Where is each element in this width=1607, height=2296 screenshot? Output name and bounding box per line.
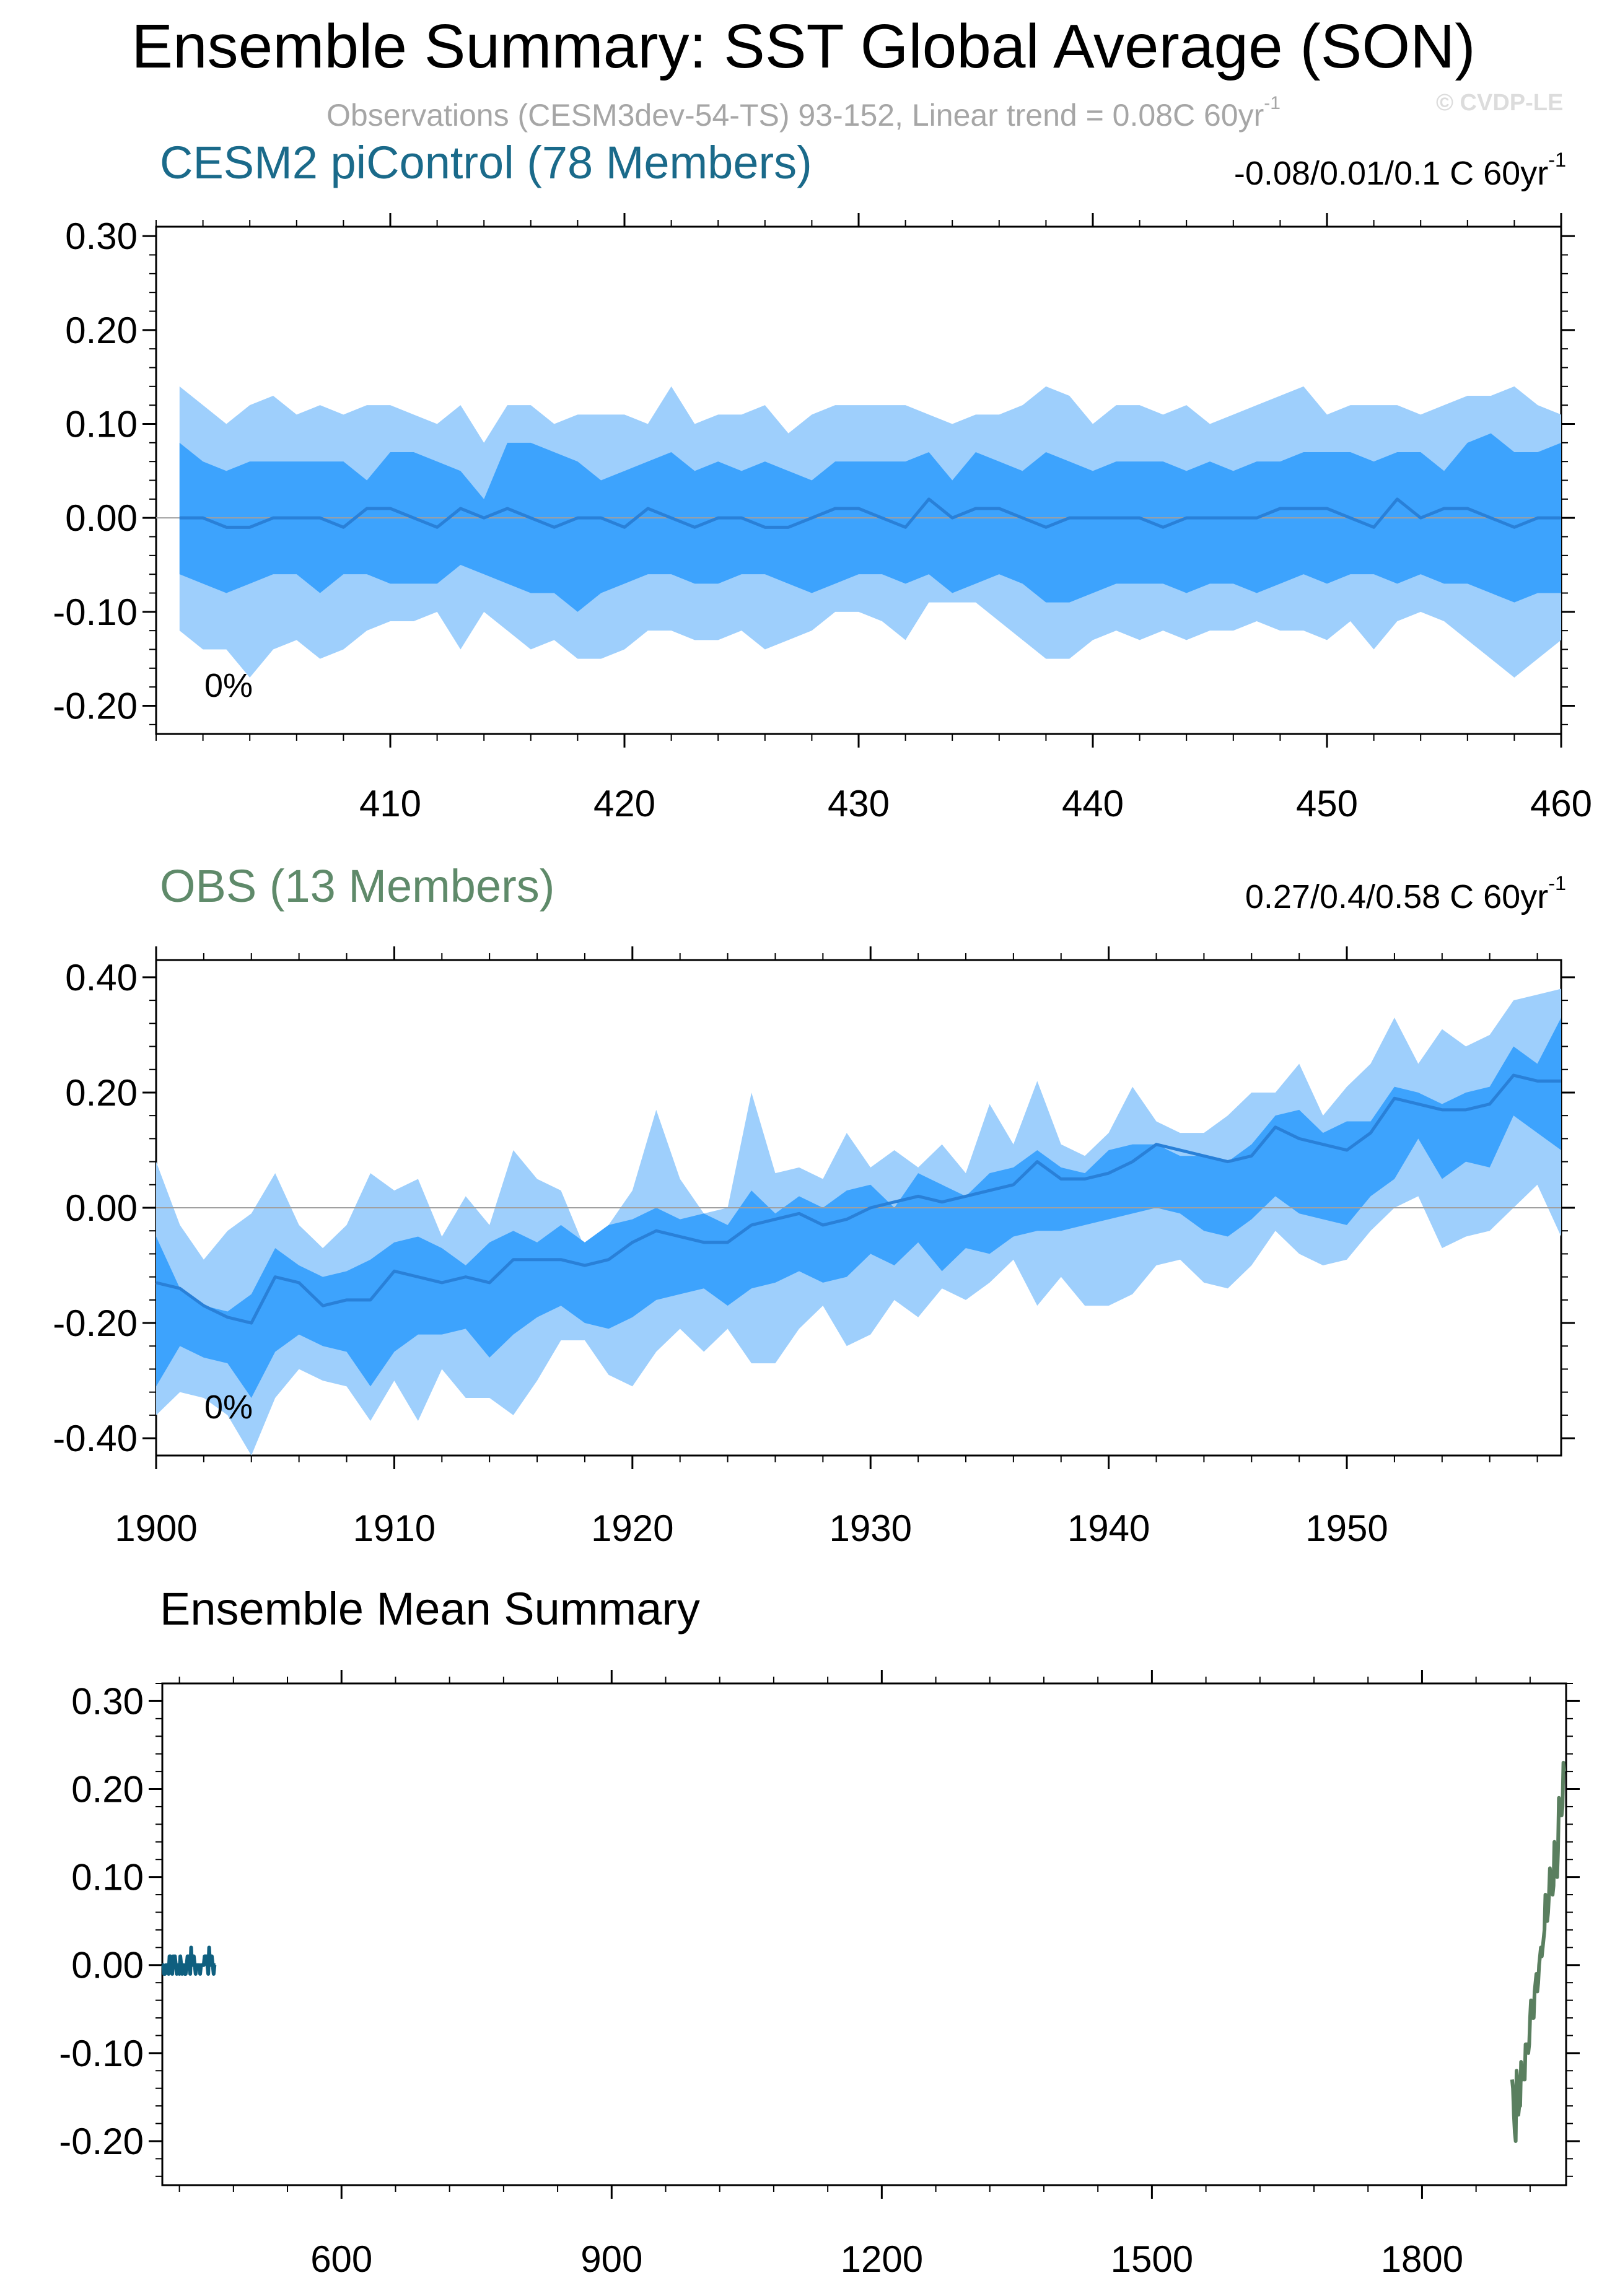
model-trend-text: -0.08/0.01/0.1 C 60yr	[1233, 155, 1549, 193]
x-tick-label-0-3: 440	[1062, 783, 1124, 824]
y-tick-label-1-3: -0.20	[53, 1303, 138, 1344]
y-tick-label-1-0: 0.40	[65, 957, 138, 998]
plot-frame-2	[161, 1682, 1567, 2186]
x-tick-label-1-5: 1950	[1305, 1508, 1388, 1549]
y-tick-label-2-5: -0.20	[59, 2121, 144, 2162]
model-panel-title: CESM2 piControl (78 Members)	[160, 137, 812, 188]
x-tick-label-2-1: 900	[580, 2238, 642, 2280]
obs-trend-sup: -1	[1548, 872, 1566, 894]
x-tick-label-2-3: 1500	[1111, 2238, 1193, 2280]
x-tick-label-2-4: 1800	[1381, 2238, 1463, 2280]
band-25-75-0	[179, 433, 1561, 612]
y-tick-label-2-4: -0.10	[59, 2033, 144, 2074]
x-tick-label-0-2: 430	[828, 783, 890, 824]
x-tick-label-2-2: 1200	[841, 2238, 923, 2280]
y-tick-label-2-2: 0.10	[71, 1857, 144, 1898]
x-tick-label-0-0: 410	[359, 783, 421, 824]
ensemble-mean-line-1	[155, 1073, 1561, 1325]
y-tick-label-2-3: 0.00	[71, 1945, 144, 1986]
y-tick-label-1-2: 0.00	[65, 1187, 138, 1229]
x-tick-label-0-5: 460	[1530, 783, 1592, 824]
y-tick-label-0-0: 0.30	[65, 216, 138, 257]
subtitle-text: Observations (CESM3dev-54-TS) 93-152, Li…	[326, 98, 1264, 133]
x-tick-label-1-2: 1920	[591, 1508, 673, 1549]
model-trend-sup: -1	[1548, 149, 1566, 171]
page-title: Ensemble Summary: SST Global Average (SO…	[131, 12, 1476, 81]
y-tick-label-0-5: -0.20	[53, 686, 138, 727]
x-tick-label-1-0: 1900	[115, 1508, 197, 1549]
x-tick-label-1-1: 1910	[353, 1508, 436, 1549]
mean-panel-title: Ensemble Mean Summary	[160, 1583, 700, 1635]
obs-trend-text: 0.27/0.4/0.58 C 60yr	[1245, 878, 1549, 916]
model-trend-label: -0.08/0.01/0.1 C 60yr-1	[1234, 149, 1566, 193]
subtitle-sup: -1	[1264, 93, 1281, 113]
mean-series-line-0	[161, 1945, 217, 1976]
mean-series-line-1	[1510, 1760, 1567, 2143]
x-tick-label-1-3: 1930	[829, 1508, 911, 1549]
y-tick-label-1-4: -0.40	[53, 1418, 138, 1459]
y-tick-label-0-1: 0.20	[65, 310, 138, 351]
y-tick-label-2-0: 0.30	[71, 1680, 144, 1722]
obs-trend-label: 0.27/0.4/0.58 C 60yr-1	[1245, 872, 1566, 916]
x-tick-label-1-4: 1940	[1067, 1508, 1150, 1549]
y-tick-label-0-3: 0.00	[65, 497, 138, 539]
ensemble-mean-line-0	[179, 497, 1561, 529]
x-tick-label-0-4: 450	[1296, 783, 1358, 824]
y-tick-label-2-1: 0.20	[71, 1769, 144, 1810]
obs-panel-title: OBS (13 Members)	[160, 860, 555, 912]
percent-label-1: 0%	[204, 1389, 253, 1426]
y-tick-label-0-2: 0.10	[65, 404, 138, 445]
percent-label-0: 0%	[204, 667, 253, 704]
x-tick-label-0-1: 420	[593, 783, 655, 824]
y-tick-label-1-1: 0.20	[65, 1072, 138, 1114]
subtitle: Observations (CESM3dev-54-TS) 93-152, Li…	[0, 93, 1607, 133]
y-tick-label-0-4: -0.10	[53, 591, 138, 633]
x-tick-label-2-0: 600	[310, 2238, 372, 2280]
watermark: © CVDP-LE	[1436, 90, 1564, 116]
